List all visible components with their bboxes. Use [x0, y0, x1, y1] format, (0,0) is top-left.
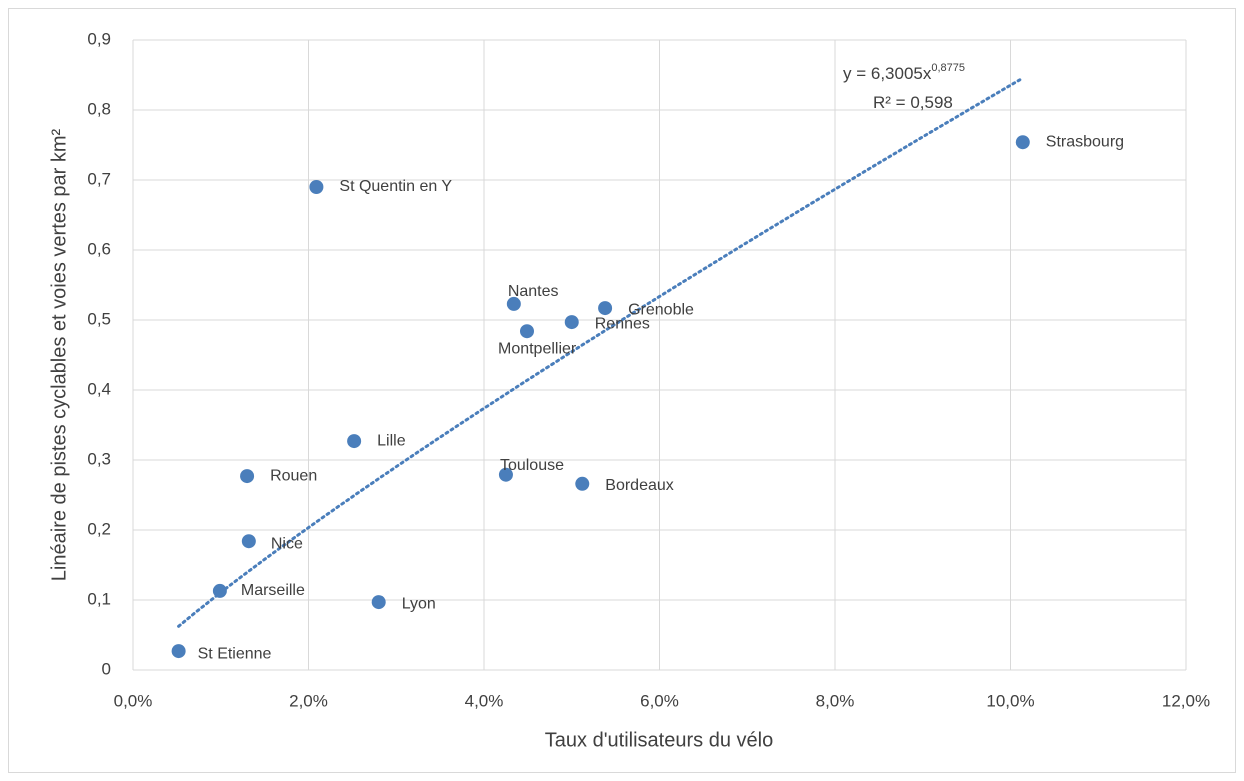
y-tick-label: 0,5 [87, 309, 111, 328]
trend-exponent: 0,8775 [931, 62, 965, 74]
x-tick-label: 8,0% [816, 691, 855, 710]
x-tick-label: 12,0% [1162, 691, 1210, 710]
trend-lhs: y = [843, 64, 871, 83]
point-label: Rennes [595, 315, 650, 332]
point-label: Toulouse [500, 457, 564, 474]
trend-equation: y = 6,3005x0,8775 [843, 62, 965, 84]
point-label: Grenoble [628, 301, 694, 318]
point-label: Nantes [508, 283, 559, 300]
point-label: Nice [271, 535, 303, 552]
y-tick-label: 0,2 [87, 519, 111, 538]
point [1015, 135, 1030, 150]
trendline [177, 76, 1025, 628]
point [506, 296, 521, 311]
point [575, 476, 590, 491]
x-tick-label: 2,0% [289, 691, 328, 710]
y-tick-label: 0,3 [87, 449, 111, 468]
point-label: Lille [377, 432, 406, 449]
point-label: Rouen [270, 467, 317, 484]
point [241, 534, 256, 549]
x-tick-label: 0,0% [114, 691, 153, 710]
point [171, 644, 186, 659]
trend-r2-value: 0,598 [910, 93, 953, 112]
point [598, 301, 613, 316]
point [347, 434, 362, 449]
point [212, 583, 227, 598]
trend-r2-lhs: R² = [873, 93, 910, 112]
point-label: Marseille [241, 582, 305, 599]
y-tick-label: 0,1 [87, 589, 111, 608]
y-tick-label: 0,4 [87, 379, 111, 398]
x-tick-label: 6,0% [640, 691, 679, 710]
y-tick-label: 0 [102, 659, 111, 678]
y-tick-label: 0,6 [87, 239, 111, 258]
y-tick-label: 0,9 [87, 29, 111, 48]
point [371, 595, 386, 610]
point-label: Lyon [402, 595, 436, 612]
point [309, 180, 324, 194]
point [564, 315, 579, 330]
point-label: Strasbourg [1046, 133, 1124, 150]
x-tick-label: 4,0% [465, 691, 504, 710]
x-axis-title: Taux d'utilisateurs du vélo [545, 729, 773, 751]
point [498, 467, 513, 482]
y-tick-label: 0,7 [87, 169, 111, 188]
point-label: St Quentin en Y [339, 178, 452, 195]
y-tick-label: 0,8 [87, 99, 111, 118]
point [519, 324, 534, 339]
trend-variable: x [923, 64, 932, 83]
point [240, 469, 255, 484]
point-label: Montpellier [498, 340, 577, 357]
trend-coefficient: 6,3005 [871, 64, 923, 83]
x-tick-label: 10,0% [986, 691, 1034, 710]
trend-r2: R² = 0,598 [873, 93, 953, 112]
point-label: St Etienne [198, 645, 272, 662]
point-label: Bordeaux [605, 477, 674, 494]
y-axis-title: Linéaire de pistes cyclables et voies ve… [48, 128, 70, 581]
